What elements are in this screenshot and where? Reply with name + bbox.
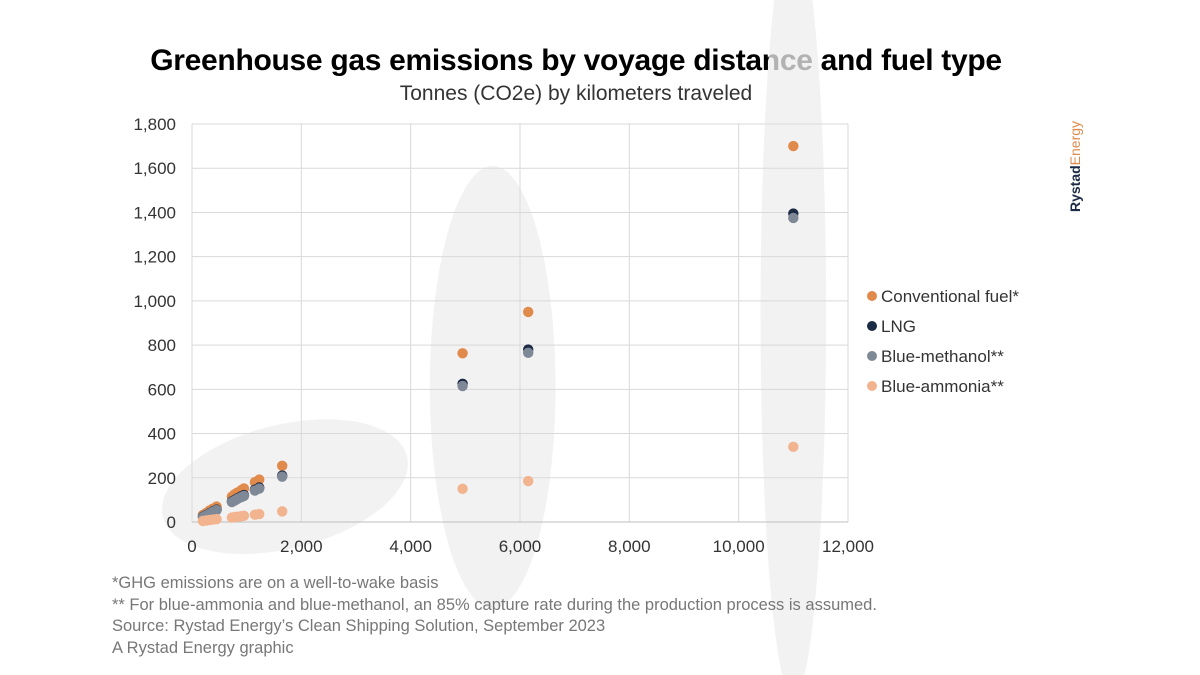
data-point: [523, 347, 534, 359]
legend-label: Blue-ammonia**: [881, 377, 1004, 396]
data-point: [254, 508, 265, 520]
legend-marker: [867, 291, 877, 301]
chart-axes: 0 2,000 4,000 6,000 8,000 10,000 12,000 0 200 400…: [133, 115, 874, 556]
data-point: [277, 471, 288, 482]
legend-marker: [867, 351, 877, 361]
data-point: [788, 212, 799, 224]
data-point: [523, 475, 534, 487]
cluster-ellipse-3: [760, 0, 827, 675]
x-tick-label: 10,000: [713, 537, 765, 556]
y-tick-label: 1,800: [133, 115, 176, 134]
x-tick-label: 6,000: [499, 537, 542, 556]
y-tick-label: 1,400: [133, 203, 176, 222]
y-tick-label: 1,600: [133, 159, 176, 178]
y-tick-label: 400: [148, 425, 176, 444]
chart-subtitle: Tonnes (CO2e) by kilometers traveled: [399, 82, 753, 105]
brand-part1: Rystad: [1067, 165, 1083, 212]
y-tick-label: 200: [148, 469, 176, 488]
data-point: [277, 506, 288, 517]
y-tick-label: 0: [167, 513, 176, 532]
data-point: [254, 474, 265, 485]
data-point: [457, 380, 468, 392]
legend-label: Conventional fuel*: [881, 287, 1019, 306]
chart-legend: Conventional fuel* LNG Blue-methanol** Blue…: [867, 287, 1019, 396]
legend-marker: [867, 381, 877, 391]
y-tick-label: 1,200: [133, 248, 176, 267]
y-tick-label: 800: [148, 336, 176, 355]
footnotes: *GHG emissions are on a well-to-wake bas…: [112, 573, 877, 659]
x-tick-label: 2,000: [280, 537, 323, 556]
data-point: [238, 510, 250, 522]
cluster-ellipse-1: [162, 419, 408, 554]
data-point: [457, 483, 468, 495]
legend-marker: [867, 321, 877, 331]
footnote-capture-rate: ** For blue-ammonia and blue-methanol, a…: [112, 595, 877, 614]
legend-label: LNG: [881, 317, 916, 336]
data-point: [211, 504, 222, 516]
brand-logo-text: RystadEnergy: [1067, 82, 1087, 212]
footnote-source: Source: Rystad Energy’s Clean Shipping S…: [112, 617, 606, 635]
cluster-ellipses: [162, 0, 827, 675]
data-point: [457, 348, 468, 359]
x-tick-label: 4,000: [389, 537, 432, 556]
legend-label: Blue-methanol**: [881, 347, 1004, 366]
chart-points: [197, 140, 799, 527]
y-tick-label: 600: [148, 380, 176, 399]
footnote-ghg-basis: *GHG emissions are on a well-to-wake bas…: [112, 574, 439, 592]
data-point: [788, 441, 799, 453]
x-tick-label: 12,000: [822, 537, 874, 556]
data-point: [523, 306, 534, 318]
chart-title: Greenhouse gas emissions by voyage dista…: [150, 44, 1002, 77]
brand-part2: Energy: [1067, 120, 1083, 166]
footnote-credit: A Rystad Energy graphic: [112, 638, 294, 657]
x-tick-label: 8,000: [608, 537, 651, 556]
data-point: [238, 490, 250, 502]
x-tick-label: 0: [187, 537, 196, 556]
data-point: [788, 140, 799, 152]
cluster-ellipse-2: [429, 166, 556, 609]
data-point: [277, 460, 288, 472]
data-point: [211, 513, 222, 525]
y-tick-label: 1,000: [133, 292, 176, 311]
data-point: [254, 483, 265, 494]
